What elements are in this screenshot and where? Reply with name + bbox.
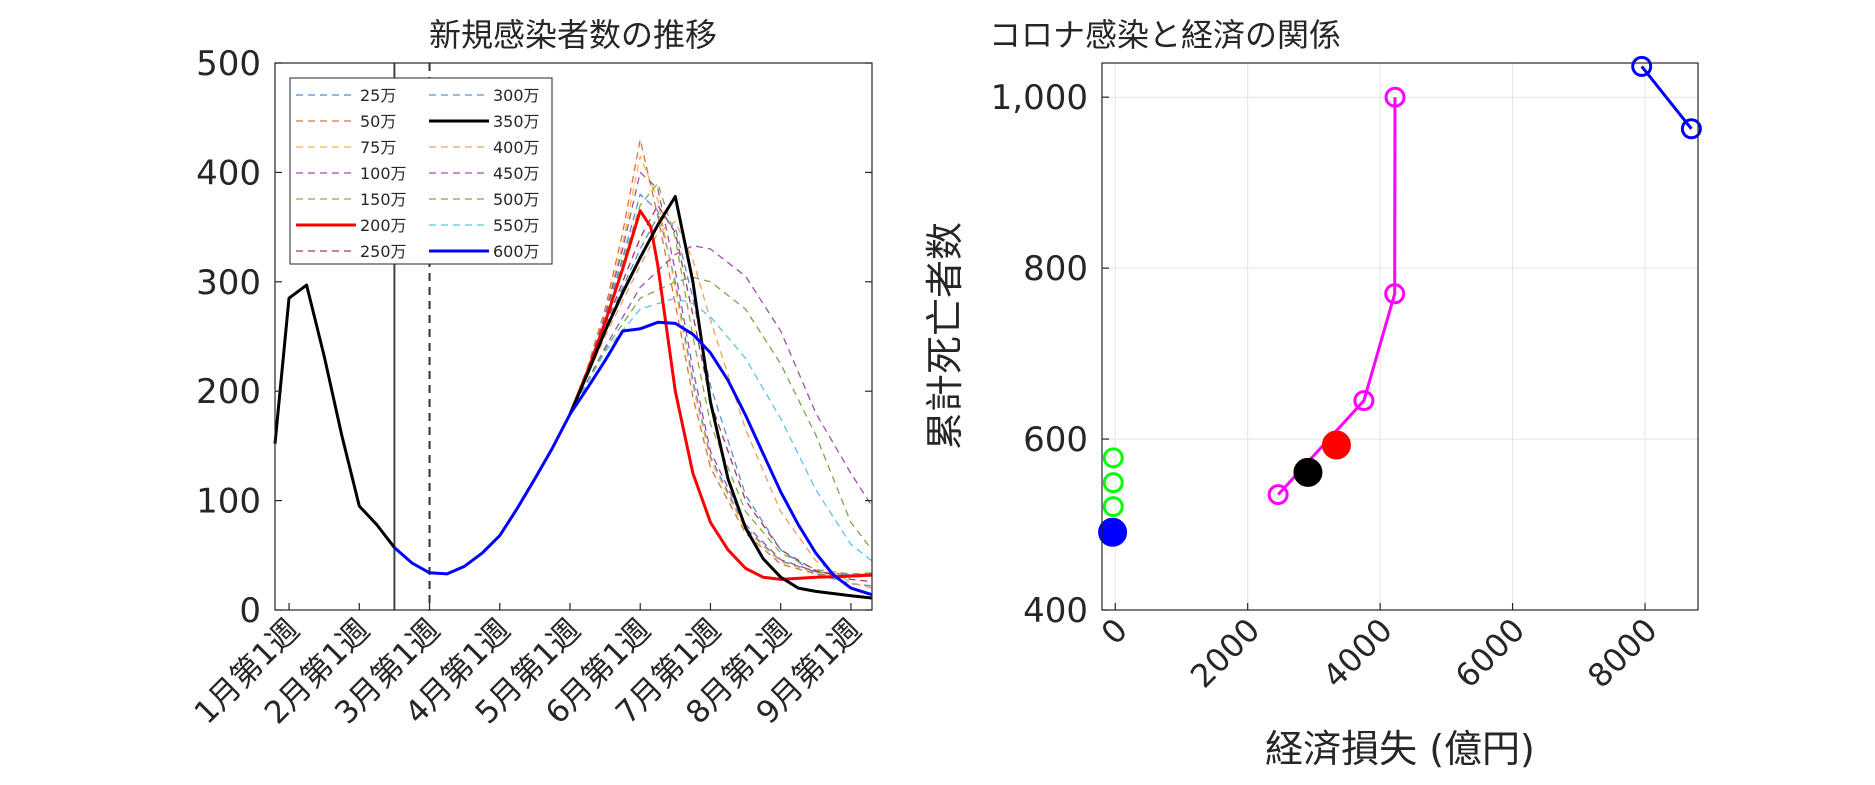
grid-right (1102, 63, 1698, 611)
legend-label: 300万 (493, 86, 540, 105)
series-line-500万 (569, 276, 873, 551)
scatter-point-open (1680, 118, 1702, 140)
y-ticks-left: 0 100 200 300 400 500 (196, 44, 872, 631)
legend-label: 400万 (493, 138, 540, 157)
y-tick-label: 0 (239, 591, 261, 631)
chart-right: コロナ感染と経済の関係 400 600 800 1,000 0 2000 4000 6000… (923, 16, 1702, 771)
scatter-connector (1640, 65, 1693, 130)
y-tick-label: 1,000 (991, 78, 1088, 118)
y-tick-label: 200 (196, 372, 261, 412)
scatter-connector (1277, 97, 1397, 496)
scatter-point-open (1384, 283, 1406, 305)
series-line-50万 (569, 138, 873, 578)
series-line-550万 (569, 297, 873, 562)
series-line-600万 (568, 320, 873, 597)
scatter-point-open (1631, 55, 1653, 77)
series-line-250万 (569, 204, 873, 583)
series-line-200万 (568, 209, 873, 581)
legend-label: 100万 (360, 164, 407, 183)
y-axis-label-right: 累計死亡者数 (923, 222, 967, 450)
series-line-100万 (569, 171, 873, 576)
series-group-left (273, 138, 873, 600)
legend: 25万 50万 75万 100万 150万 200万 250万 300万 350万 400万 450… (289, 77, 553, 265)
scatter-point-open (1102, 496, 1124, 518)
legend-label: 200万 (360, 216, 407, 235)
legend-label: 350万 (493, 112, 540, 131)
series-line-segment-1 (393, 413, 572, 576)
axes-box-right (1101, 62, 1699, 611)
legend-label: 550万 (493, 216, 540, 235)
chart-right-title: コロナ感染と経済の関係 (989, 16, 1341, 54)
y-tick-label: 500 (196, 44, 261, 84)
legend-label: 25万 (360, 86, 396, 105)
legend-label: 600万 (493, 242, 540, 261)
x-ticks-right: 0 2000 4000 6000 8000 (1094, 603, 1665, 695)
x-ticks-left: 1月第1週2月第1週3月第1週4月第1週5月第1週6月第1週7月第1週8月第1週… (188, 603, 869, 731)
chart-left: 新規感染者数の推移 0 100 200 300 400 500 1月第1週2月第1週3月第… (188, 16, 873, 731)
series-line-75万 (569, 155, 873, 577)
scatter-point-filled (1293, 457, 1323, 487)
scatter-point-filled (1321, 430, 1351, 460)
legend-label: 75万 (360, 138, 396, 157)
series-line-segment-0 (273, 283, 396, 549)
scatter-point-open (1267, 484, 1289, 506)
scatter-point-open (1102, 447, 1124, 469)
x-tick-label: 6000 (1448, 611, 1532, 695)
series-group-right (1098, 55, 1702, 547)
legend-label: 450万 (493, 164, 540, 183)
scatter-point-filled (1098, 517, 1128, 547)
y-tick-label: 600 (1023, 420, 1088, 460)
legend-label: 50万 (360, 112, 396, 131)
x-tick-label: 8000 (1580, 611, 1664, 695)
y-ticks-right: 400 600 800 1,000 (991, 78, 1109, 631)
y-tick-label: 100 (196, 482, 261, 522)
legend-box (289, 77, 553, 265)
series-line-350万 (568, 195, 873, 600)
x-tick-label: 4000 (1315, 611, 1399, 695)
series-line-450万 (569, 245, 873, 507)
y-tick-label: 300 (196, 263, 261, 303)
legend-label: 150万 (360, 190, 407, 209)
x-tick-label: 2000 (1183, 611, 1267, 695)
y-tick-label: 400 (1023, 591, 1088, 631)
scatter-point-open (1384, 86, 1406, 108)
scatter-point-open (1102, 472, 1124, 494)
chart-left-title: 新規感染者数の推移 (429, 16, 717, 54)
legend-label: 250万 (360, 242, 407, 261)
scatter-point-open (1353, 390, 1375, 412)
y-tick-label: 800 (1023, 249, 1088, 289)
x-axis-label-right: 経済損失 (億円) (1265, 727, 1535, 771)
legend-label: 500万 (493, 190, 540, 209)
y-tick-label: 400 (196, 153, 261, 193)
axes-box-left (274, 62, 873, 611)
x-tick-label: 0 (1094, 611, 1135, 652)
